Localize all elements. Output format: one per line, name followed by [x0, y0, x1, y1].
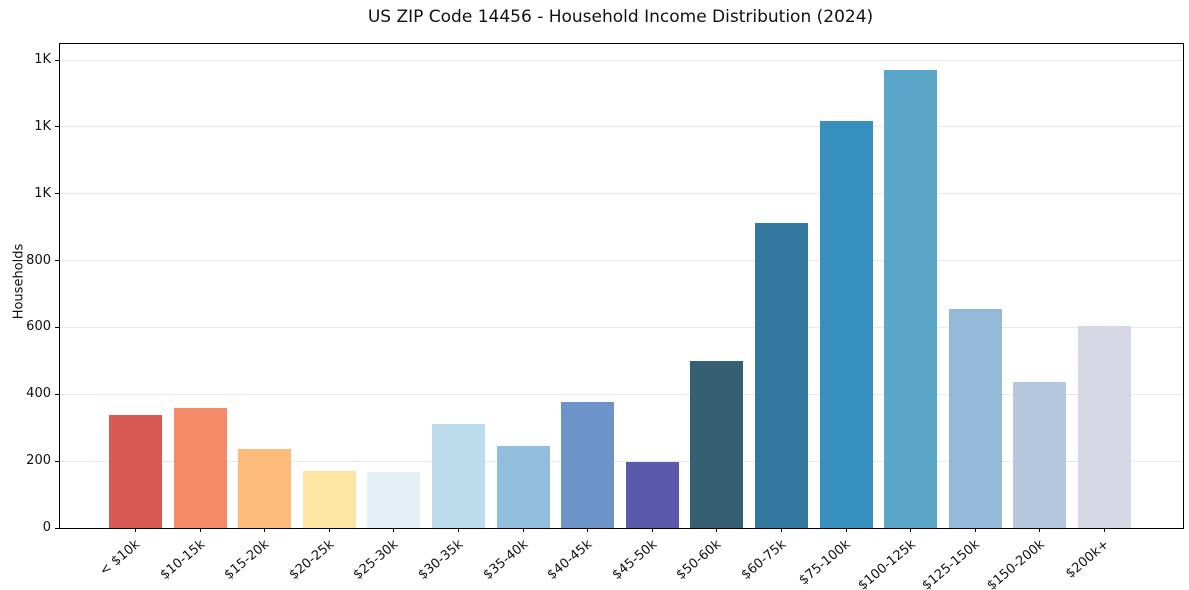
- bar: [1078, 325, 1131, 528]
- y-tick-label: 1K: [34, 185, 51, 201]
- y-tick-mark: [55, 326, 59, 328]
- y-tick-label: 0: [42, 520, 51, 535]
- x-tick-label: $50-60k: [673, 537, 725, 583]
- x-tick-label: $20-25k: [286, 537, 337, 583]
- bar: [238, 449, 292, 528]
- bar: [819, 120, 873, 528]
- x-tick-label: $35-40k: [480, 537, 531, 583]
- x-tick-label: $15-20k: [221, 537, 273, 583]
- bar: [173, 408, 227, 528]
- bar: [1013, 382, 1067, 528]
- x-tick-mark: [1039, 528, 1041, 532]
- x-tick-label: $25-30k: [350, 537, 402, 583]
- x-tick-mark: [328, 528, 330, 532]
- x-tick-mark: [522, 528, 524, 532]
- bar: [690, 360, 744, 528]
- x-tick-label: $10-15k: [157, 537, 208, 583]
- x-tick-label: $150-200k: [984, 537, 1048, 590]
- bar: [496, 445, 550, 528]
- y-tick-label: 1K: [34, 52, 51, 68]
- grid-line: [60, 59, 1183, 61]
- y-tick-mark: [55, 460, 59, 462]
- bar: [561, 402, 615, 528]
- y-tick-mark: [55, 393, 59, 395]
- x-tick-label: < $10k: [97, 537, 144, 579]
- y-tick-label: 400: [26, 386, 51, 402]
- x-tick-mark: [264, 528, 266, 532]
- x-tick-mark: [910, 528, 912, 532]
- grid-line: [60, 460, 1183, 462]
- x-tick-mark: [974, 528, 976, 532]
- y-tick-mark: [55, 59, 59, 61]
- x-tick-label: $125-150k: [919, 537, 983, 590]
- grid-line: [60, 393, 1183, 395]
- bar: [367, 471, 421, 528]
- x-tick-mark: [393, 528, 395, 532]
- y-tick-label: 600: [26, 319, 51, 335]
- y-tick-mark: [55, 527, 59, 529]
- x-tick-mark: [716, 528, 718, 532]
- grid-line: [60, 193, 1183, 195]
- x-tick-mark: [587, 528, 589, 532]
- bar: [625, 462, 679, 528]
- bar: [884, 70, 938, 528]
- grid-line: [60, 260, 1183, 262]
- x-tick-mark: [458, 528, 459, 532]
- x-tick-label: $75-100k: [796, 537, 854, 589]
- x-tick-mark: [781, 528, 782, 532]
- bar: [302, 470, 356, 528]
- bar: [948, 309, 1002, 528]
- x-tick-mark: [199, 528, 201, 532]
- bar: [109, 415, 162, 528]
- x-tick-label: $40-45k: [544, 537, 596, 583]
- y-tick-mark: [55, 193, 59, 195]
- y-tick-label: 1K: [34, 118, 51, 134]
- x-tick-label: $200k+: [1063, 537, 1113, 582]
- x-tick-mark: [651, 528, 653, 532]
- plot-area: 0 200 400 600 800 1K 1K 1K < $10k $10-15k $15-20k $…: [26, 43, 1184, 590]
- x-tick-label: $100-125k: [854, 537, 919, 590]
- y-tick-label: 800: [26, 252, 51, 268]
- y-tick-mark: [55, 260, 59, 262]
- y-tick-label: 200: [26, 453, 51, 469]
- y-tick-mark: [55, 126, 59, 128]
- x-tick-mark: [1104, 528, 1105, 532]
- x-tick-mark: [135, 528, 136, 532]
- x-tick-label: $30-35k: [415, 537, 467, 583]
- grid-line: [60, 326, 1183, 328]
- bar: [432, 424, 485, 528]
- x-tick-label: $60-75k: [738, 537, 790, 583]
- x-tick-label: $45-50k: [609, 537, 660, 583]
- x-tick-mark: [845, 528, 847, 532]
- chart-title: US ZIP Code 14456 - Household Income Dis…: [367, 7, 874, 27]
- grid-line: [60, 126, 1183, 128]
- bar: [755, 222, 808, 528]
